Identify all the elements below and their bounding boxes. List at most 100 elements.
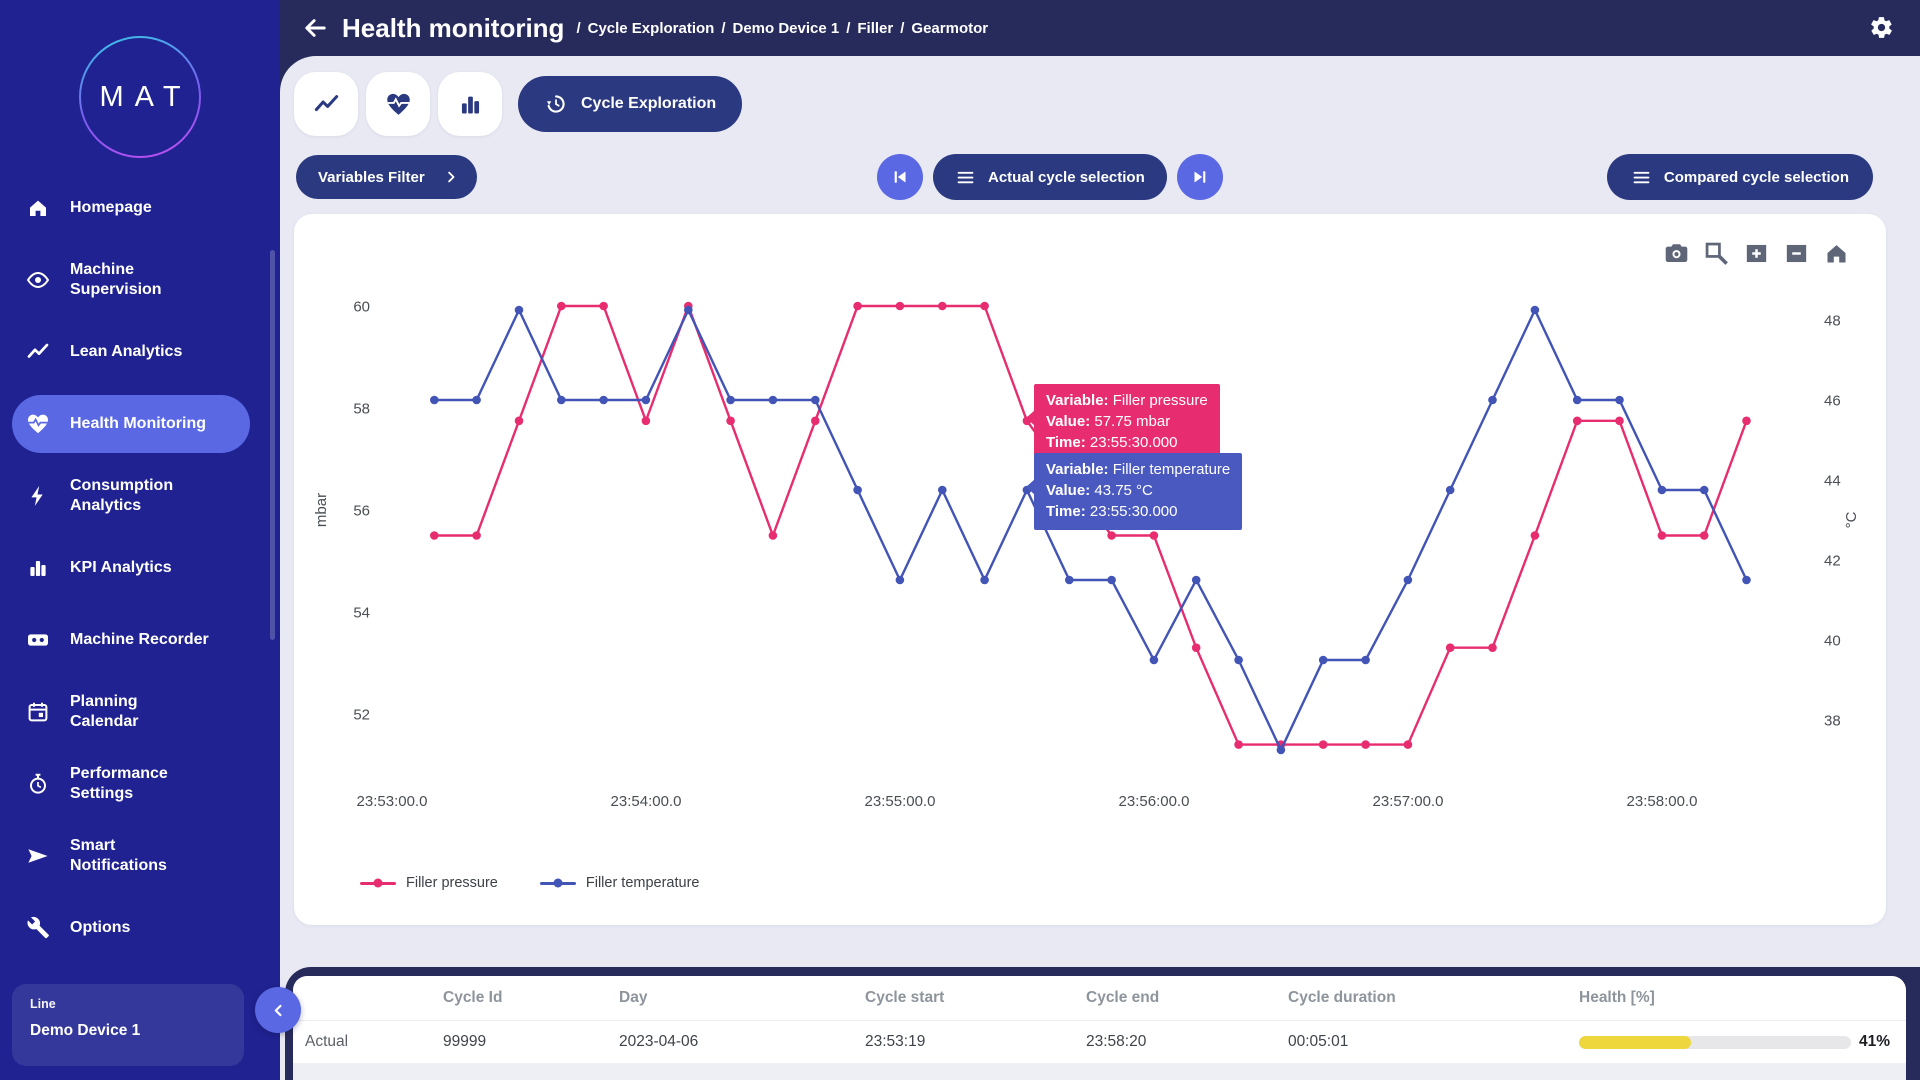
- sidebar: MAT Homepage Machine Supervision Lean Anal…: [0, 0, 280, 1080]
- breadcrumb-item[interactable]: Gearmotor: [911, 19, 989, 37]
- health-cell: 41%: [1579, 1033, 1906, 1051]
- gear-icon[interactable]: [1869, 15, 1894, 40]
- sidebar-item-label: Smart Notifications: [70, 837, 167, 874]
- zoom-in-icon[interactable]: [1743, 240, 1770, 267]
- breadcrumb-item[interactable]: Cycle Exploration: [587, 19, 715, 37]
- sidebar-item-label: Lean Analytics: [70, 343, 183, 360]
- skip-previous-icon: [890, 167, 910, 187]
- breadcrumb-separator: /: [721, 19, 726, 37]
- menu-icon: [1631, 167, 1652, 188]
- sidebar-scrollbar[interactable]: [270, 250, 275, 640]
- camera-icon[interactable]: [1663, 240, 1690, 267]
- svg-text:58: 58: [353, 401, 370, 418]
- legend-line-swatch: [539, 881, 576, 885]
- cycle-line-chart[interactable]: 60 58 56 54 52 48 46 44 42 40 38 23:53:00.0 23:54:00…: [294, 214, 1886, 925]
- chart-toolbar: [1663, 240, 1850, 267]
- sidebar-item-consumption-analytics[interactable]: Consumption Analytics: [0, 460, 250, 532]
- sidebar-item-planning-calendar[interactable]: Planning Calendar: [0, 676, 250, 748]
- sidebar-item-label: Planning Calendar: [70, 693, 139, 730]
- table-header-cell: Cycle duration: [1288, 989, 1396, 1006]
- breadcrumb-item[interactable]: Filler: [857, 19, 894, 37]
- legend-label: Filler temperature: [585, 875, 700, 891]
- svg-text:42: 42: [1824, 553, 1841, 570]
- svg-text:23:53:00.0: 23:53:00.0: [357, 793, 428, 810]
- sidebar-item-label: Machine Recorder: [70, 631, 209, 648]
- trend-icon: [26, 340, 50, 364]
- eye-icon: [26, 268, 50, 292]
- day-value: 2023-04-06: [619, 1033, 699, 1050]
- skip-next-icon: [1190, 167, 1210, 187]
- chart-tooltip-pressure: Variable: Filler pressure Value: 57.75 mb…: [1026, 384, 1220, 461]
- tab-cycle-exploration[interactable]: Cycle Exploration: [518, 76, 743, 132]
- sidebar-item-machine-supervision[interactable]: Machine Supervision: [0, 244, 250, 316]
- svg-text:23:58:00.0: 23:58:00.0: [1627, 793, 1698, 810]
- tab-health-view[interactable]: [366, 72, 430, 136]
- bolt-icon: [26, 484, 50, 508]
- sidebar-item-lean-analytics[interactable]: Lean Analytics: [0, 316, 250, 388]
- cycle-summary-panel: Cycle Id Day Cycle start Cycle end Cycle dur…: [285, 967, 1920, 1080]
- page-title: Health monitoring: [342, 12, 565, 43]
- device-card[interactable]: Line Demo Device 1: [12, 984, 244, 1066]
- zoom-out-icon[interactable]: [1783, 240, 1810, 267]
- reset-home-icon[interactable]: [1823, 240, 1850, 267]
- sidebar-item-performance-settings[interactable]: Performance Settings: [0, 748, 250, 820]
- top-bar: Health monitoring / Cycle Exploration / Dem…: [280, 0, 1920, 56]
- sidebar-item-options[interactable]: Options: [0, 892, 250, 964]
- cassette-icon: [26, 628, 50, 652]
- chevron-right-icon: [443, 169, 459, 185]
- legend-item[interactable]: Filler pressure: [360, 875, 498, 891]
- table-row[interactable]: Actual 99999 2023-04-06 23:53:19 23:58:2…: [293, 1021, 1906, 1063]
- wrench-icon: [26, 916, 50, 940]
- zoom-box-icon[interactable]: [1703, 240, 1730, 267]
- variables-filter-button[interactable]: Variables Filter: [296, 155, 477, 199]
- chevron-left-icon: [270, 1002, 287, 1019]
- svg-text:23:55:00.0: 23:55:00.0: [865, 793, 936, 810]
- legend-item[interactable]: Filler temperature: [539, 875, 700, 891]
- health-progress-fill: [1579, 1035, 1691, 1049]
- device-card-label: Line: [30, 997, 56, 1011]
- bar-chart-icon: [457, 91, 484, 118]
- tab-kpi-view[interactable]: [438, 72, 502, 136]
- sidebar-item-machine-recorder[interactable]: Machine Recorder: [0, 604, 250, 676]
- stopwatch-icon: [26, 772, 50, 796]
- sidebar-item-label: Consumption Analytics: [70, 477, 174, 514]
- breadcrumb-item[interactable]: Demo Device 1: [732, 19, 840, 37]
- svg-text:56: 56: [353, 503, 370, 520]
- cycle-summary-table: Cycle Id Day Cycle start Cycle end Cycle dur…: [293, 976, 1906, 1080]
- cycle-duration-value: 00:05:01: [1288, 1033, 1349, 1050]
- table-header-row: Cycle Id Day Cycle start Cycle end Cycle dur…: [293, 976, 1906, 1021]
- svg-text:mbar: mbar: [313, 493, 330, 527]
- chart-tooltip-temperature: Variable: Filler temperature Value: 43.75…: [1025, 453, 1243, 530]
- svg-text:44: 44: [1824, 473, 1841, 490]
- compared-cycle-selection-label: Compared cycle selection: [1663, 168, 1849, 186]
- svg-text:60: 60: [353, 299, 370, 316]
- bars-icon: [26, 556, 50, 580]
- chart-card: 60 58 56 54 52 48 46 44 42 40 38 23:53:00.0 23:54:00…: [294, 214, 1886, 925]
- svg-text:23:54:00.0: 23:54:00.0: [611, 793, 682, 810]
- table-header-cell: Cycle end: [1086, 989, 1160, 1006]
- sidebar-item-health-monitoring[interactable]: Health Monitoring: [12, 395, 250, 453]
- tab-trend-view[interactable]: [294, 72, 358, 136]
- back-arrow-icon[interactable]: [302, 15, 328, 41]
- breadcrumb-separator: /: [900, 19, 905, 37]
- chart-legend: Filler pressure Filler temperature: [360, 875, 699, 891]
- previous-cycle-button[interactable]: [877, 154, 923, 200]
- sidebar-item-smart-notifications[interactable]: Smart Notifications: [0, 820, 250, 892]
- svg-text:48: 48: [1824, 313, 1841, 330]
- sidebar-item-homepage[interactable]: Homepage: [0, 172, 250, 244]
- actual-cycle-selection-button[interactable]: Actual cycle selection: [933, 154, 1167, 200]
- heartpulse-icon: [26, 412, 50, 436]
- next-cycle-button[interactable]: [1176, 154, 1223, 200]
- table-header-cell: Cycle Id: [443, 989, 503, 1006]
- legend-line-swatch: [360, 881, 396, 885]
- compared-cycle-selection-button[interactable]: Compared cycle selection: [1606, 154, 1873, 200]
- sidebar-item-label: Options: [70, 919, 131, 936]
- sidebar-nav: Homepage Machine Supervision Lean Analytic…: [0, 172, 280, 964]
- table-header-cell: Cycle start: [865, 989, 945, 1006]
- sidebar-item-kpi-analytics[interactable]: KPI Analytics: [0, 532, 250, 604]
- breadcrumb: / Cycle Exploration / Demo Device 1 / Filler /…: [576, 20, 988, 37]
- variables-filter-label: Variables Filter: [318, 168, 425, 186]
- sidebar-collapse-button[interactable]: [255, 987, 301, 1033]
- svg-text:°C: °C: [1843, 511, 1860, 528]
- heart-pulse-icon: [385, 91, 412, 118]
